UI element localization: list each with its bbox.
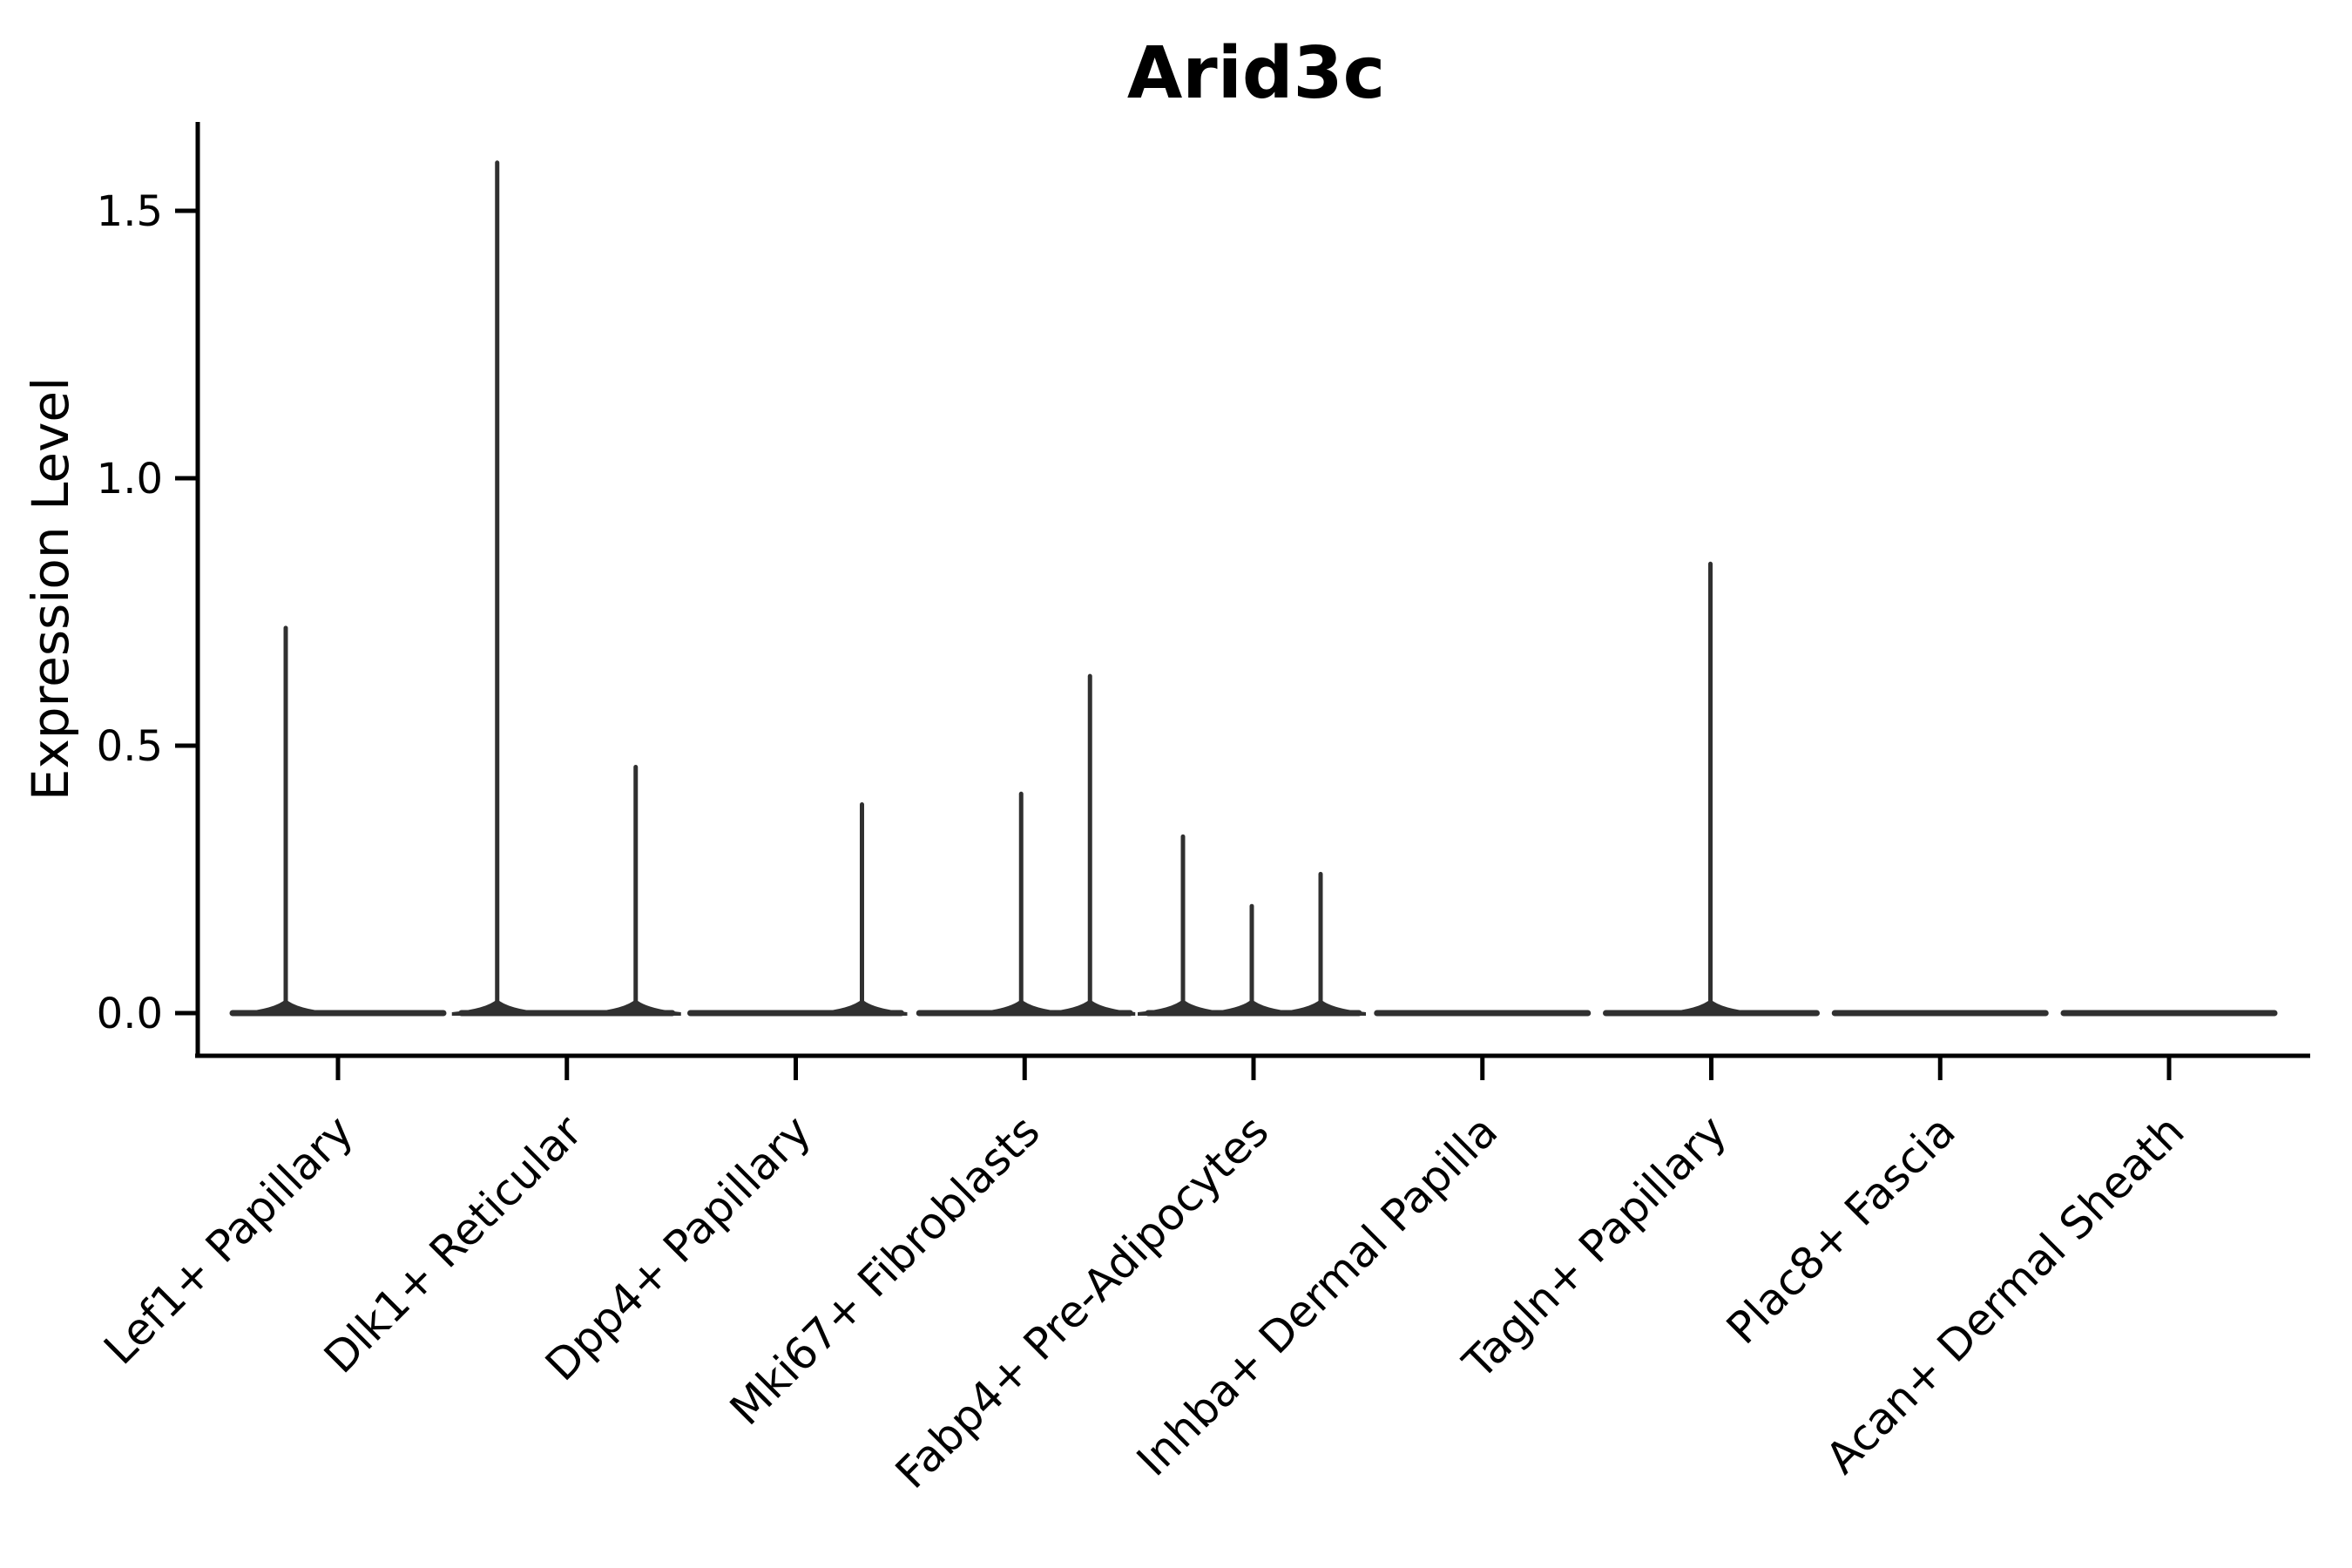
violin [916, 673, 1136, 1017]
y-tick-label: 1.0 [97, 455, 163, 504]
y-tick-label: 1.5 [97, 187, 163, 236]
x-tick-label: Inhba+ Dermal Papilla [1127, 1105, 1507, 1485]
violin [229, 625, 447, 1017]
y-tick-label: 0.0 [97, 990, 163, 1038]
axes-spines [195, 122, 2310, 1058]
violin [451, 160, 681, 1017]
violin [1138, 834, 1366, 1017]
y-axis-label: Expression Level [21, 377, 80, 801]
chart-title: Arid3c [1127, 32, 1385, 115]
violins [229, 160, 2278, 1017]
x-tick-label: Lef1+ Papillary [94, 1105, 362, 1374]
violin [687, 802, 908, 1017]
y-tick-label: 0.5 [97, 722, 163, 771]
x-tick-label: Plac8+ Fascia [1717, 1105, 1965, 1354]
x-tick-label: Fabp4+ Pre-Adipocytes [886, 1105, 1279, 1498]
violin [1603, 561, 1820, 1017]
y-axis-ticks: 0.0 0.5 1.0 1.5 [97, 187, 198, 1038]
